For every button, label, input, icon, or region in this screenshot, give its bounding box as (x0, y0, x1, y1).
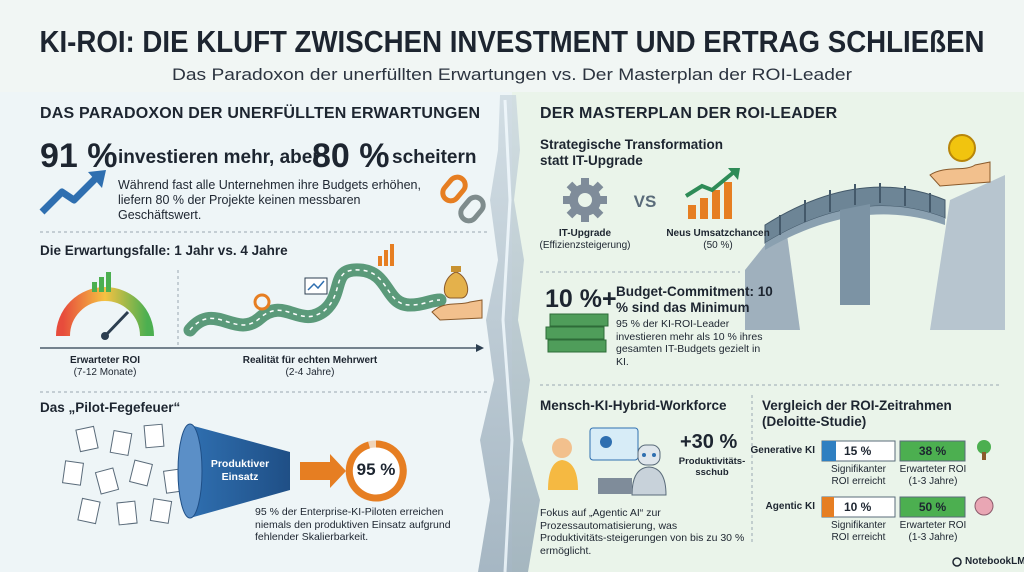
stat-value: 80 % (312, 137, 390, 175)
budget-value: 10 %+ (545, 285, 617, 313)
pilot-description: 95 % der Enterprise-KI-Piloten erreichen… (255, 506, 451, 544)
funnel-label: Produktiver Einsatz (210, 458, 270, 483)
brand: NotebookLM (965, 556, 1024, 567)
section-heading: Vergleich der ROI-Zeitrahmen (Deloitte-S… (762, 398, 952, 430)
row-name: Generative KI (750, 445, 815, 456)
reality-period: (2-4 Jahre) (285, 367, 335, 378)
expected-period: (7-12 Monate) (73, 367, 137, 378)
section-heading: Das „Pilot-Fegefeuer“ (40, 400, 181, 415)
row-name: Agentic KI (765, 501, 815, 512)
stat-text: investieren mehr, aber (118, 147, 320, 168)
reality-label: Realität für echten Mehrwert (242, 355, 378, 366)
stat-text: scheitern (392, 147, 477, 168)
workforce-label: Produktivitäts-sschub (678, 456, 746, 479)
pilot-value: 95 % (356, 460, 396, 479)
section-heading: Strategische Transformation statt IT-Upg… (540, 137, 724, 169)
title: KI-ROI: DIE KLUFT ZWISCHEN INVESTMENT UN… (40, 24, 985, 59)
workforce-value: +30 % (680, 431, 738, 453)
option-label: Neus Umsatzchancen (666, 228, 770, 239)
expected-value: 38 % (918, 444, 947, 458)
left-heading: DAS PARADOXON DER UNERFÜLLTEN ERWARTUNGE… (40, 105, 481, 122)
expected-label: Erwarteter ROI (1-3 Jahre) (899, 464, 967, 487)
achieved-label: Signifikanter ROI erreicht (830, 464, 887, 487)
option-label: IT-Upgrade (558, 228, 612, 239)
section-heading: Die Erwartungsfalle: 1 Jahr vs. 4 Jahre (40, 243, 288, 258)
option-note: (Effizienzsteigerung) (539, 240, 631, 251)
workforce-description: Fokus auf „Agentic AI“ zur Prozessautoma… (540, 507, 745, 557)
budget-description: 95 % der KI-ROI-Leader investieren mehr … (616, 318, 763, 368)
right-heading: DER MASTERPLAN DER ROI-LEADER (540, 105, 838, 122)
stat-value: 91 % (40, 137, 118, 175)
expected-label: Erwarteter ROI (1-3 Jahre) (899, 520, 967, 543)
stat-description: Während fast alle Unternehmen ihre Budge… (118, 178, 421, 222)
achieved-label: Signifikanter ROI erreicht (830, 520, 887, 543)
section-heading: Budget-Commitment: 10 % sind das Minimum (616, 284, 773, 316)
subtitle: Das Paradoxon der unerfüllten Erwartunge… (172, 65, 852, 84)
achieved-value: 15 % (844, 444, 872, 458)
expected-value: 50 % (918, 500, 947, 514)
option-note: (50 %) (703, 240, 733, 251)
versus: VS (634, 192, 657, 211)
achieved-value: 10 % (844, 500, 872, 514)
expected-label: Erwarteter ROI (69, 355, 141, 366)
section-heading: Mensch-KI-Hybrid-Workforce (540, 398, 727, 413)
